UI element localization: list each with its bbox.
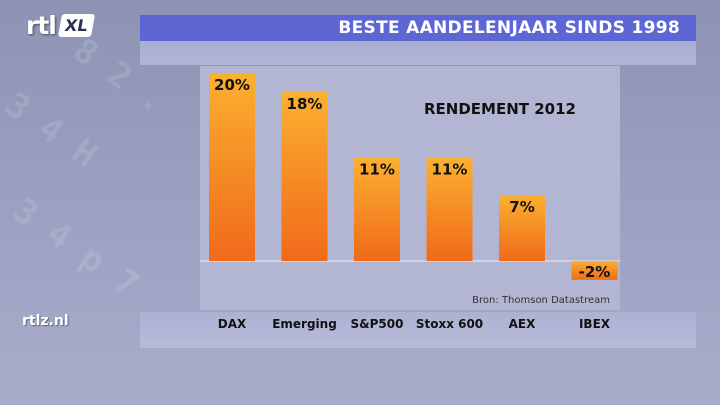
bar bbox=[426, 157, 473, 261]
source-note: Bron: Thomson Datastream bbox=[472, 295, 610, 306]
logo-text: rtl bbox=[26, 10, 57, 40]
category-label: Emerging bbox=[272, 317, 337, 331]
bar-value-label: 11% bbox=[359, 161, 395, 179]
category-label: S&P500 bbox=[350, 317, 404, 331]
bar-value-label: 7% bbox=[509, 198, 534, 216]
bar bbox=[354, 157, 400, 261]
category-label: IBEX bbox=[578, 317, 611, 331]
category-label: DAX bbox=[217, 317, 247, 331]
bar-value-label: 11% bbox=[432, 161, 468, 179]
bar-value-label: 18% bbox=[287, 95, 323, 113]
footer-site: rtlz.nl bbox=[22, 313, 69, 329]
rtl-xl-logo: rtl XL bbox=[26, 10, 95, 40]
title-banner: BESTE AANDELENJAAR SINDS 1998 bbox=[140, 15, 696, 41]
category-label: AEX bbox=[508, 317, 536, 331]
plot-area: 20% 18% 11% 11% 7% -2% bbox=[200, 66, 620, 310]
bar bbox=[209, 73, 255, 261]
svg-text:3 4 p 7: 3 4 p 7 bbox=[6, 190, 146, 305]
logo-badge: XL bbox=[57, 13, 95, 37]
category-label: Stoxx 600 bbox=[415, 317, 484, 331]
bar bbox=[281, 91, 328, 261]
bar-chart: 20% 18% 11% 11% 7% -2% bbox=[200, 73, 620, 281]
chart-panel-top bbox=[140, 41, 696, 65]
bar-value-label: -2% bbox=[579, 263, 611, 281]
chart-panel-bottom bbox=[140, 340, 696, 348]
bar bbox=[499, 195, 545, 261]
bar-value-label: 20% bbox=[214, 76, 250, 94]
chart-title: RENDEMENT 2012 bbox=[424, 100, 576, 118]
category-label-strip bbox=[140, 312, 696, 340]
svg-text:3 4 H: 3 4 H bbox=[0, 84, 104, 175]
bar bbox=[571, 261, 618, 280]
banner-title: BESTE AANDELENJAAR SINDS 1998 bbox=[338, 18, 680, 38]
